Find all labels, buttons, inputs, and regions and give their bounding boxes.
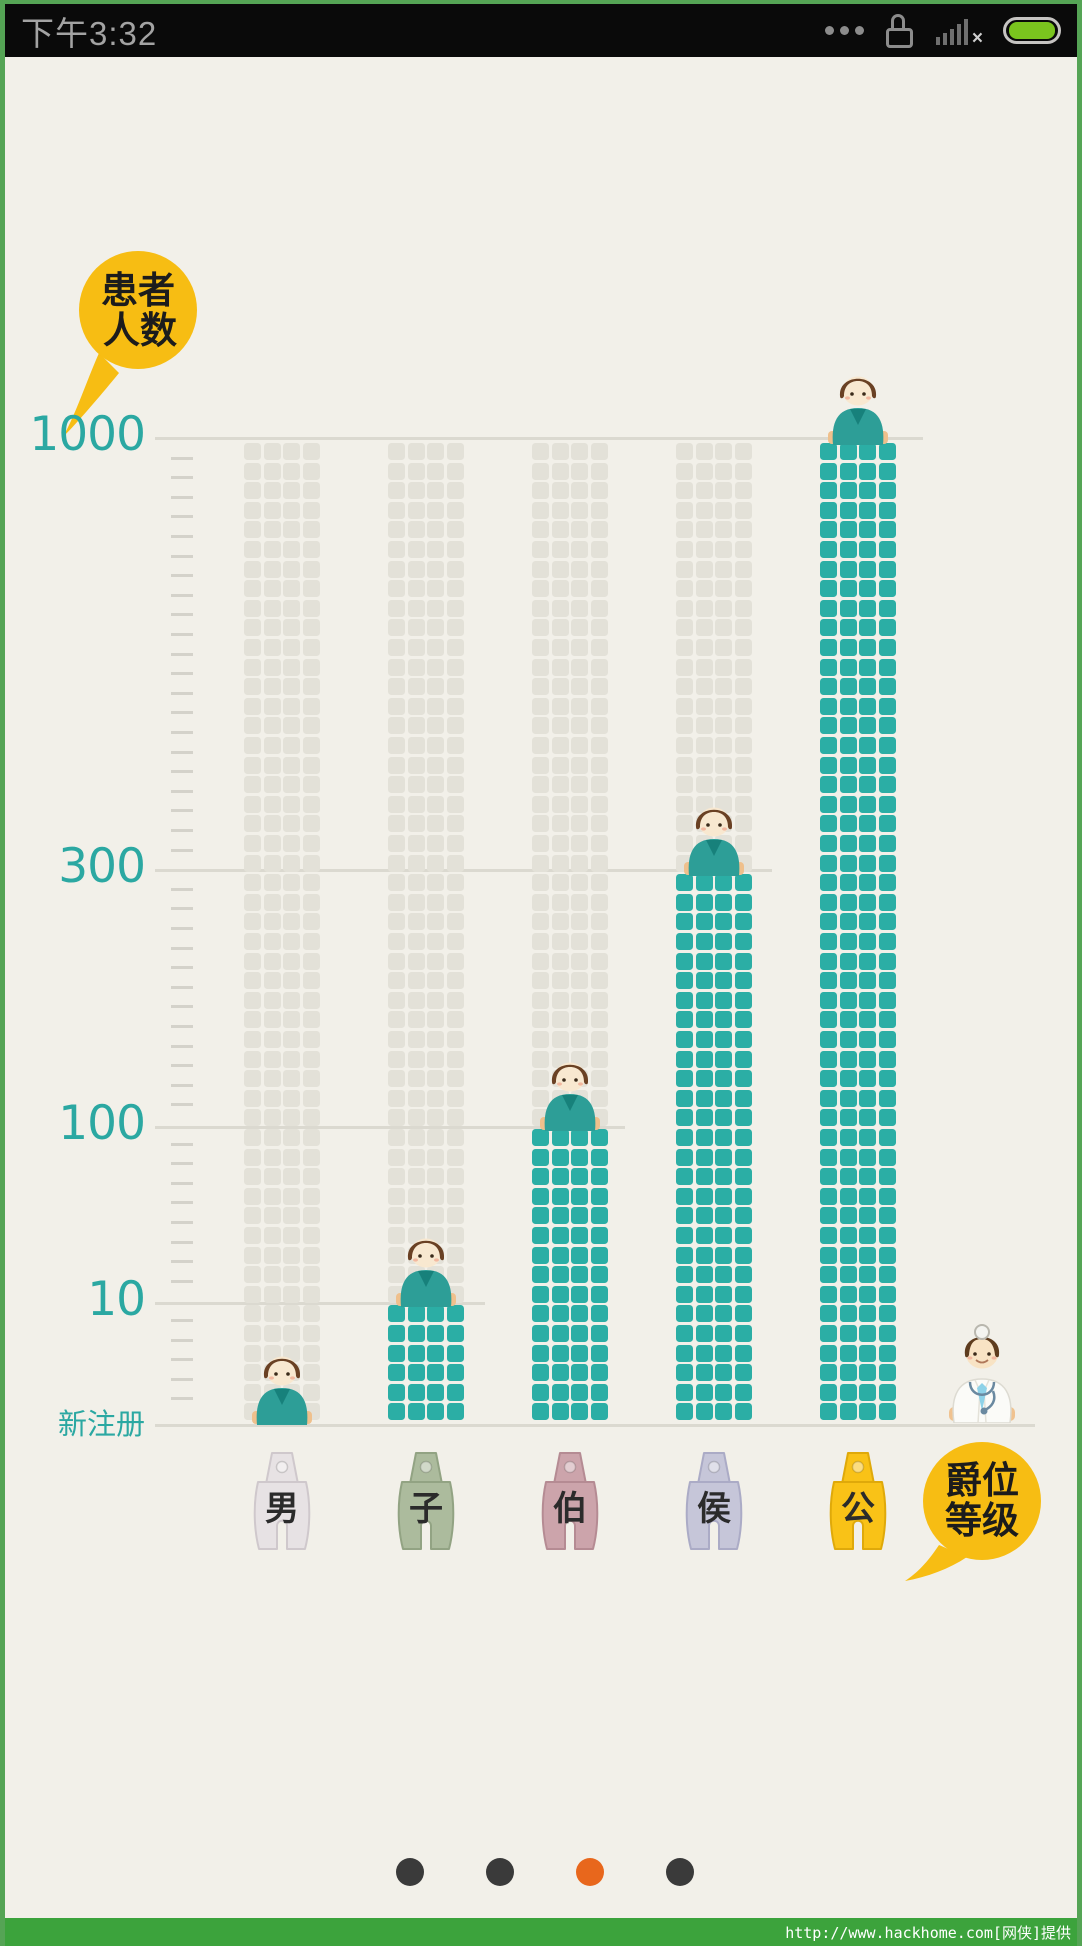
signal-strength-icon: × (935, 17, 983, 49)
axis-tick (171, 515, 193, 519)
axis-tick (171, 1162, 193, 1166)
axis-tick (171, 809, 193, 813)
rank-seal-label: 侯 (697, 1490, 731, 1528)
axis-tick (171, 456, 193, 460)
axis-tick (171, 1318, 193, 1322)
axis-tick (171, 652, 193, 656)
axis-tick (171, 1260, 193, 1264)
patient-figure-侯 (683, 796, 745, 876)
footer-bar: http://www.hackhome.com[网侠]提供 (5, 1918, 1077, 1946)
gridline-300 (155, 869, 772, 872)
axis-tick (171, 1201, 193, 1205)
axis-tick (171, 1103, 193, 1107)
axis-tick (171, 1024, 193, 1028)
axis-tick (171, 593, 193, 597)
status-time: 下午3:32 (21, 14, 158, 52)
y-axis-bubble-line2: 人数 (103, 310, 177, 351)
patient-figure-子 (395, 1227, 457, 1307)
axis-tick (171, 495, 193, 499)
rank-seal-label: 男 (265, 1490, 299, 1528)
axis-tick (171, 750, 193, 754)
axis-tick (171, 789, 193, 793)
y-axis-label: 300 (58, 838, 146, 894)
rank-seal-label: 伯 (553, 1490, 587, 1528)
axis-tick (171, 730, 193, 734)
axis-tick (171, 613, 193, 617)
y-axis-label: 10 (87, 1271, 146, 1327)
axis-tick (171, 534, 193, 538)
x-axis-bubble: 爵位 等级 (905, 1442, 1041, 1581)
axis-tick (171, 1044, 193, 1048)
y-axis-label: 新注册 (57, 1406, 145, 1441)
axis-tick (171, 632, 193, 636)
doctor-figure (949, 1324, 1015, 1423)
axis-tick (171, 1240, 193, 1244)
gridline-100 (155, 1126, 625, 1129)
gridline-10 (155, 1302, 485, 1305)
axis-tick (171, 1279, 193, 1283)
axis-tick (171, 691, 193, 695)
axis-tick (171, 946, 193, 950)
axis-tick (171, 1377, 193, 1381)
rank-seal-label: 子 (409, 1490, 443, 1528)
axis-tick (171, 1358, 193, 1362)
bar-公 (820, 443, 896, 1424)
x-axis-bubble-line2: 等级 (945, 1500, 1019, 1541)
gridline-1000 (155, 437, 923, 440)
no-connection-x-icon: × (971, 27, 983, 49)
axis-tick (171, 574, 193, 578)
battery-icon (1003, 17, 1061, 44)
rank-seal-男: 男 (250, 1450, 314, 1554)
axis-tick (171, 711, 193, 715)
axis-tick (171, 926, 193, 930)
rank-seal-公: 公 (826, 1450, 890, 1554)
x-axis-bubble-line1: 爵位 (945, 1460, 1019, 1501)
rank-seal-侯: 侯 (682, 1450, 746, 1554)
axis-tick (171, 1142, 193, 1146)
status-bar: 下午3:32 × (5, 4, 1077, 57)
y-axis-label: 1000 (29, 406, 146, 462)
lock-icon (884, 13, 916, 48)
page-dot-3[interactable] (576, 1858, 604, 1886)
rank-seal-子: 子 (394, 1450, 458, 1554)
gridline-新注册 (155, 1424, 1035, 1427)
axis-tick (171, 1083, 193, 1087)
axis-tick (171, 1338, 193, 1342)
axis-tick (171, 1005, 193, 1009)
axis-tick (171, 907, 193, 911)
axis-tick (171, 1397, 193, 1401)
axis-tick (171, 1181, 193, 1185)
patient-figure-公 (827, 365, 889, 445)
axis-tick (171, 887, 193, 891)
bar-伯 (532, 443, 608, 1424)
bar-男 (244, 443, 320, 1424)
axis-tick (171, 985, 193, 989)
page-dot-2[interactable] (486, 1858, 514, 1886)
page-dot-4[interactable] (666, 1858, 694, 1886)
axis-tick (171, 476, 193, 480)
page-dot-1[interactable] (396, 1858, 424, 1886)
more-dots-icon (824, 26, 864, 35)
footer-url: http://www.hackhome.com[网侠]提供 (785, 1923, 1071, 1942)
rank-seal-label: 公 (841, 1490, 875, 1528)
y-axis-label: 100 (58, 1095, 146, 1151)
axis-tick (171, 672, 193, 676)
y-axis-bubble-line1: 患者 (101, 270, 175, 311)
axis-tick (171, 966, 193, 970)
axis-tick (171, 828, 193, 832)
axis-tick (171, 554, 193, 558)
rank-seal-伯: 伯 (538, 1450, 602, 1554)
head-mirror-icon (974, 1324, 990, 1340)
axis-tick (171, 1064, 193, 1068)
axis-tick (171, 848, 193, 852)
y-axis-bubble: 患者 人数 (63, 251, 197, 437)
bar-侯 (676, 443, 752, 1424)
status-icons: × (824, 13, 1061, 49)
chart-canvas: 患者 人数 爵位 等级 1000 300 100 10 新注册男 子 伯 侯 公 (5, 57, 1077, 1918)
axis-tick (171, 1220, 193, 1224)
patient-figure-伯 (539, 1051, 601, 1131)
axis-tick (171, 770, 193, 774)
patient-figure-男 (251, 1345, 313, 1425)
